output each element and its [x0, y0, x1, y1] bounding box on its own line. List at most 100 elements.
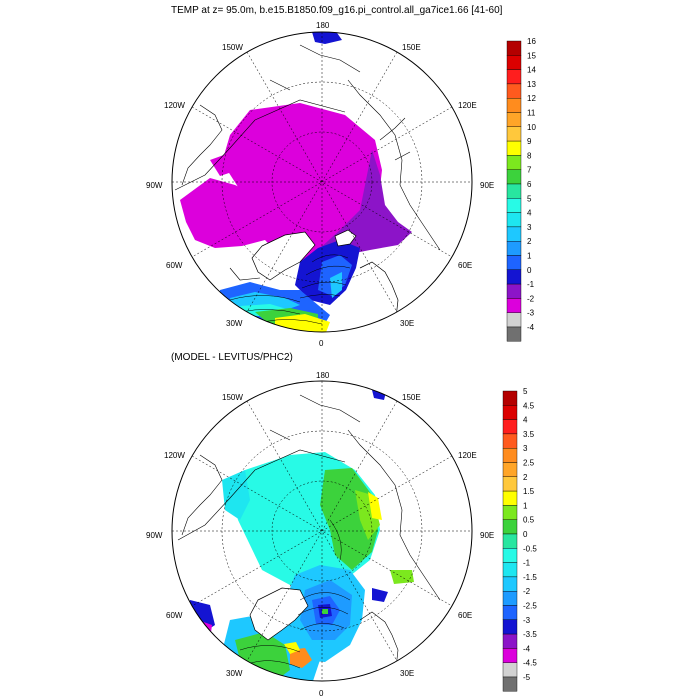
colorbar-swatch [502, 490, 518, 506]
colorbar-swatch [506, 255, 522, 271]
bottom-field-yellow-south [284, 642, 300, 654]
colorbar-label: 6 [527, 180, 532, 189]
top-lon-label: 90E [480, 181, 494, 190]
colorbar-swatch [506, 240, 522, 256]
bottom-field-cyan-west [222, 470, 250, 520]
bottom-lon-label: 60E [458, 611, 472, 620]
colorbar-label: -5 [523, 673, 531, 682]
colorbar-label: 0 [523, 530, 528, 539]
bottom-lon-label: 120E [458, 451, 477, 460]
colorbar-swatch [502, 576, 518, 592]
top-lon-label: 30W [226, 319, 243, 328]
colorbar-label: -1 [523, 559, 531, 568]
top-lon-label: 60E [458, 261, 472, 270]
top-lon-label: 30E [400, 319, 414, 328]
colorbar-swatch [506, 69, 522, 85]
colorbar-swatch [502, 505, 518, 520]
top-lon-label: 0 [319, 339, 324, 348]
colorbar-bottom: 5 4.5 4 3.5 3 2.5 2 1.5 1 0.5 0 -0.5 -1 -1.5 -2 -2.5 -3 -… [502, 387, 537, 692]
colorbar-label: 4.5 [523, 401, 535, 410]
colorbar-label: -4.5 [523, 659, 537, 668]
colorbar-label: -3.5 [523, 630, 537, 639]
top-greenland [251, 231, 316, 281]
colorbar-swatch [506, 198, 522, 213]
colorbar-label: 9 [527, 137, 532, 146]
colorbar-swatch [506, 83, 522, 99]
top-lon-label: 150E [402, 43, 421, 52]
colorbar-label: 8 [527, 151, 532, 160]
colorbar-label: 2 [527, 237, 532, 246]
top-field-cyan [330, 272, 342, 298]
colorbar-swatch [502, 433, 518, 449]
bottom-lon-label: 30W [226, 669, 243, 678]
top-coastline [174, 44, 441, 281]
colorbar-swatch [502, 562, 518, 578]
colorbar-swatch [502, 448, 518, 463]
colorbar-swatch [502, 605, 518, 621]
top-field-patch [210, 152, 238, 176]
colorbar-swatch [502, 591, 518, 606]
top-lon-label: 120E [458, 101, 477, 110]
bottom-coastline [177, 394, 441, 677]
top-contours [229, 254, 351, 325]
colorbar-swatch [506, 40, 522, 56]
colorbar-swatch [502, 619, 518, 635]
bottom-lon-label: 90W [146, 531, 163, 540]
bottom-grid [172, 381, 472, 681]
colorbar-label: 4 [523, 416, 528, 425]
top-lon-label: 120W [164, 101, 185, 110]
colorbar-swatch [506, 169, 522, 185]
colorbar-label: 1 [527, 252, 532, 261]
bottom-field-warm-core [290, 648, 312, 668]
colorbar-swatch [506, 269, 522, 285]
colorbar-swatch [502, 662, 518, 678]
top-lon-label: 150W [222, 43, 243, 52]
top-scandinavia [359, 261, 399, 327]
colorbar-label: 16 [527, 37, 536, 46]
bottom-field-kara [372, 588, 388, 602]
colorbar-label: -1.5 [523, 573, 537, 582]
colorbar-swatch [506, 155, 522, 170]
colorbar-label: 0.5 [523, 516, 535, 525]
colorbar-swatch [506, 283, 522, 299]
top-lon-label: 60W [166, 261, 183, 270]
top-temperature-field [174, 32, 441, 332]
bottom-field-bering [372, 390, 386, 400]
colorbar-label: 11 [527, 109, 536, 118]
colorbar-label: 3 [527, 223, 532, 232]
top-field-archipelago [180, 178, 275, 248]
colorbar-swatch [506, 298, 522, 313]
top-field-bering [312, 32, 342, 44]
colorbar-label: 2.5 [523, 459, 535, 468]
colorbar-label: 2 [523, 473, 528, 482]
colorbar-swatch [502, 419, 518, 435]
colorbar-label: -0.5 [523, 544, 537, 553]
colorbar-label: 0 [527, 266, 532, 275]
bottom-difference-field [177, 390, 441, 681]
colorbar-swatch [502, 648, 518, 663]
bottom-map-border [171, 380, 473, 682]
bottom-lon-label: 60W [166, 611, 183, 620]
bottom-map: 180 150E 120E 90E 60E 30E 0 30W 60W 90W … [146, 371, 494, 698]
colorbar-label: 7 [527, 166, 532, 175]
colorbar-swatch [502, 405, 518, 420]
plot-title: TEMP at z= 95.0m, b.e15.B1850.f09_g16.pi… [171, 5, 503, 16]
colorbar-swatch [502, 519, 518, 535]
colorbar-swatch [506, 226, 522, 242]
bottom-field-yellow-patch [368, 492, 382, 520]
bottom-greenland [249, 587, 309, 641]
colorbar-swatch [506, 140, 522, 156]
colorbar-label: -1 [527, 280, 535, 289]
colorbar-label: -3 [527, 309, 535, 318]
top-map: 180 150E 120E 90E 60E 30E 0 30W 60W 90W … [146, 21, 494, 348]
top-map-border [171, 31, 473, 333]
bottom-lon-label: 30E [400, 669, 414, 678]
colorbar-label: -2 [527, 294, 535, 303]
bottom-field-center-green [322, 609, 328, 614]
bottom-contours [239, 519, 351, 669]
colorbar-label: -3 [523, 616, 531, 625]
colorbar-swatch [506, 183, 522, 199]
colorbar-label: 15 [527, 51, 536, 60]
top-svalbard [334, 229, 357, 247]
